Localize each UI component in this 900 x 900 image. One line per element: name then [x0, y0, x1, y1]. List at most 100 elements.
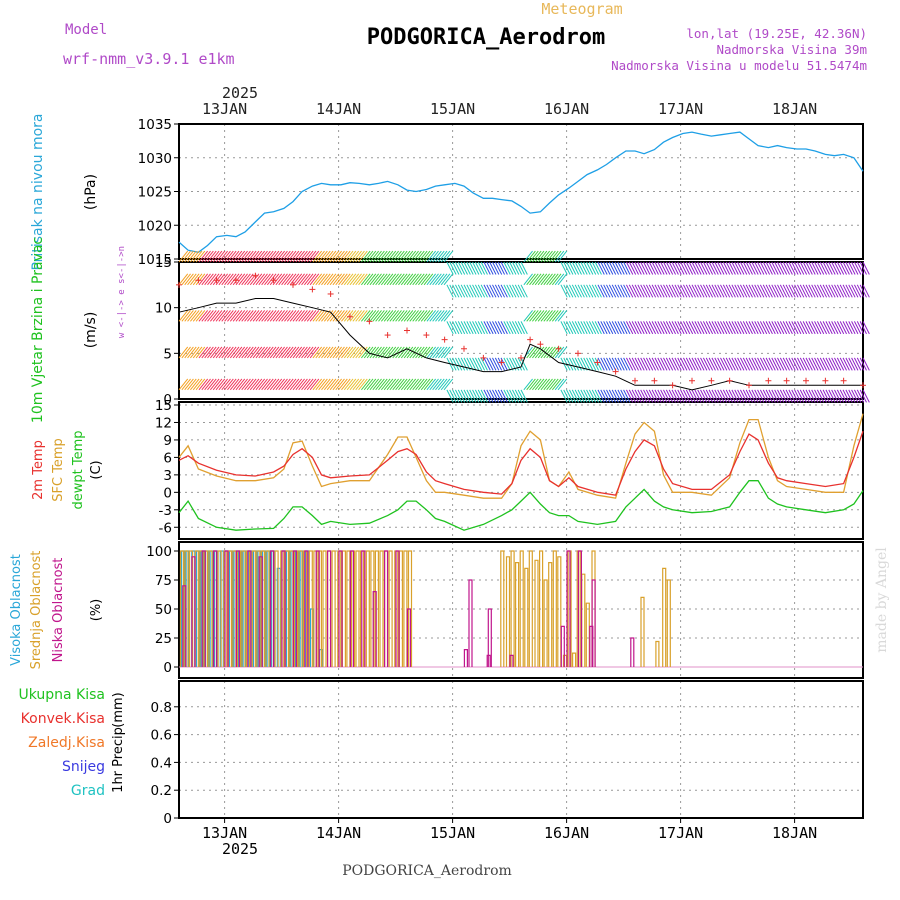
wind-barb: [372, 378, 382, 391]
wind-barb: [343, 273, 354, 286]
wind-barb: [643, 357, 651, 371]
wind-barb: [238, 250, 248, 263]
wind-barb: [742, 389, 751, 403]
wind-barb: [799, 284, 808, 298]
wind-barb: [831, 321, 839, 335]
wind-barb: [198, 250, 209, 263]
wind-barb: [227, 346, 237, 359]
wind-barb: [540, 310, 551, 322]
wind-barb: [819, 261, 828, 275]
wind-barb: [603, 321, 611, 335]
wind-barb: [854, 321, 862, 335]
wind-barb: [677, 389, 685, 403]
wind-barb: [426, 273, 437, 286]
wind-barb: [779, 357, 788, 371]
wind-barb: [571, 389, 580, 403]
wind-barb: [212, 346, 223, 359]
wind-barb: [600, 389, 608, 403]
y-tick-label: 25: [155, 631, 172, 647]
wind-barb: [435, 346, 445, 359]
wind-barb: [469, 357, 477, 371]
wind-barb: [212, 273, 223, 286]
wind-barb: [517, 321, 525, 335]
wind-barb: [281, 250, 291, 263]
wind-barb: [514, 357, 523, 371]
wind-barb: [580, 357, 588, 371]
wind-barb: [637, 389, 645, 403]
cloud-bar: [184, 550, 189, 667]
wind-barb: [606, 261, 614, 275]
wind-barb: [737, 389, 745, 403]
wind-barb: [512, 357, 520, 371]
cloud-bar: [182, 585, 187, 667]
wind-barb: [304, 310, 314, 322]
wind-barb: [426, 346, 437, 359]
wind-barb: [284, 273, 294, 286]
wind-barb: [380, 250, 391, 263]
wind-barb: [651, 389, 659, 403]
cloud-bar: [308, 550, 313, 667]
wind-barb: [600, 284, 608, 298]
wind-barb: [332, 346, 342, 359]
wind-barb: [705, 389, 714, 403]
wind-barb: [574, 321, 582, 335]
y-tick-label: 1030: [138, 151, 172, 167]
wind-barb: [321, 273, 331, 286]
wind-barb: [466, 357, 474, 371]
cloud-bars: [179, 550, 863, 668]
wind-barb: [637, 284, 645, 298]
wind-barb: [765, 284, 773, 298]
wind-barb: [494, 357, 503, 371]
wind-barb: [352, 273, 362, 286]
cloud-bar: [468, 579, 473, 667]
wind-barb: [794, 357, 802, 371]
wind-barb: [415, 310, 425, 322]
wind-barb: [486, 261, 494, 275]
panel-frame: [178, 261, 864, 400]
wind-barb: [560, 389, 568, 403]
wind-barb: [198, 310, 209, 322]
wind-barb: [563, 389, 571, 403]
wind-barb: [831, 389, 839, 403]
wind-barb: [304, 273, 314, 286]
temp-2m-line: [178, 430, 864, 496]
wind-barb: [326, 273, 337, 286]
y-tick-label: 0.8: [151, 700, 172, 716]
wind-barb: [483, 389, 491, 403]
wind-barb: [207, 250, 217, 263]
wind-barb: [583, 357, 591, 371]
wind-barb: [318, 378, 328, 391]
wind-barb: [412, 273, 422, 286]
wind-barb: [266, 378, 277, 391]
wind-barb: [711, 321, 719, 335]
wind-barb: [503, 284, 511, 298]
wind-barb: [406, 250, 417, 263]
wind-barb: [338, 310, 348, 322]
wind-barb: [591, 389, 600, 403]
wind-barb: [717, 321, 725, 335]
cloud-bar: [548, 562, 553, 667]
wind-barb: [398, 250, 408, 263]
wind-barb: [386, 346, 397, 359]
wind-barb: [597, 261, 605, 275]
wind-barb: [740, 357, 748, 371]
wind-barb: [383, 378, 394, 391]
wind-barb: [654, 321, 662, 335]
wind-barb: [506, 389, 514, 403]
wind-barb: [523, 378, 533, 391]
wind-barb: [369, 346, 380, 359]
wind-barb: [814, 321, 822, 335]
wind-barb: [751, 261, 759, 275]
wind-barb: [532, 250, 542, 263]
wind-barb: [366, 378, 377, 391]
wind-barb: [848, 357, 856, 371]
wind-barb: [289, 250, 300, 263]
precip-unit: (mm): [111, 692, 126, 727]
wind-barb: [412, 250, 422, 263]
wind-barb: [443, 346, 454, 359]
wind-barb: [346, 378, 357, 391]
wind-direction-legend: w <-|-> e s<-|->n: [117, 246, 127, 338]
wind-barb: [529, 273, 539, 286]
wind-barb: [409, 378, 419, 391]
wind-barb: [238, 310, 248, 322]
